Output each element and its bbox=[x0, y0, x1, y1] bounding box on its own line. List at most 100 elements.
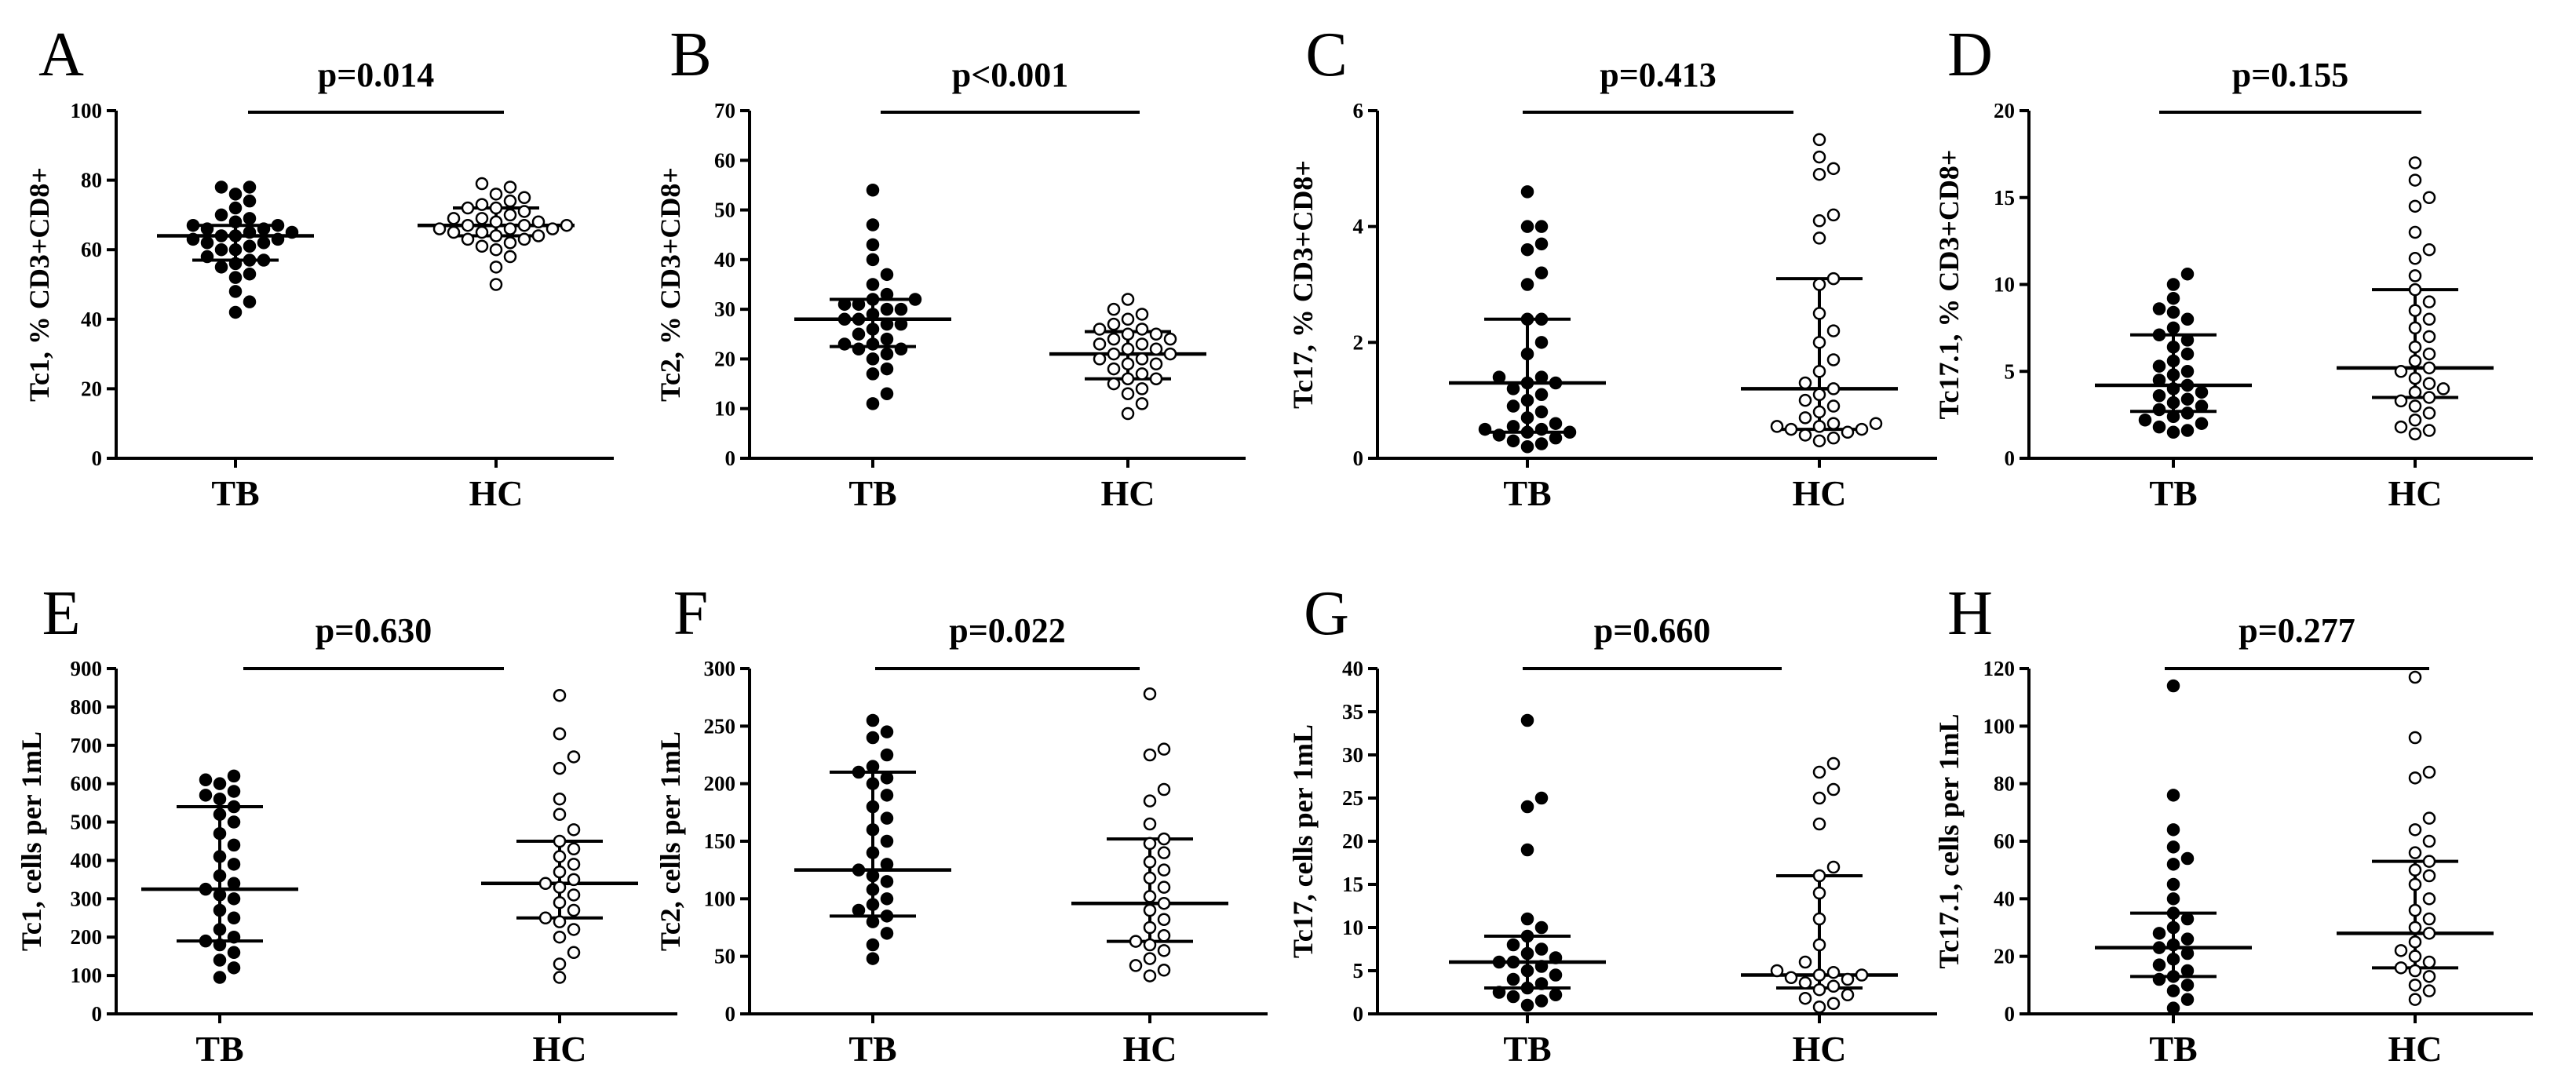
data-point bbox=[880, 362, 894, 376]
y-axis-title: Tc1, cells per 1mL bbox=[16, 731, 47, 951]
x-category-label: TB bbox=[1503, 473, 1551, 513]
data-point bbox=[567, 946, 581, 960]
data-point bbox=[894, 342, 908, 356]
data-point bbox=[2408, 252, 2422, 265]
data-point bbox=[2408, 225, 2422, 239]
data-point bbox=[1534, 422, 1549, 436]
y-tick-label: 120 bbox=[1983, 657, 2016, 680]
data-point bbox=[489, 215, 503, 229]
data-point bbox=[880, 317, 894, 331]
data-point bbox=[1143, 817, 1157, 831]
y-tick-label: 250 bbox=[704, 714, 736, 738]
data-point bbox=[866, 218, 880, 231]
group-tb bbox=[794, 184, 951, 410]
data-point bbox=[2152, 972, 2166, 986]
data-point bbox=[213, 850, 227, 863]
data-point bbox=[560, 218, 574, 232]
data-point bbox=[1826, 353, 1841, 366]
data-point bbox=[1520, 278, 1534, 291]
y-tick-label: 40 bbox=[1994, 887, 2015, 910]
data-point bbox=[213, 888, 227, 902]
data-point bbox=[228, 188, 243, 201]
data-point bbox=[2422, 970, 2436, 983]
data-point bbox=[1798, 428, 1812, 442]
data-point bbox=[1534, 370, 1549, 384]
data-point bbox=[1157, 964, 1171, 977]
y-tick-label: 200 bbox=[704, 772, 736, 796]
data-point bbox=[213, 777, 227, 790]
data-point bbox=[1826, 431, 1841, 445]
data-point bbox=[213, 903, 227, 917]
data-point bbox=[2408, 670, 2422, 684]
data-point bbox=[214, 229, 228, 242]
data-point bbox=[852, 297, 866, 312]
y-tick-label: 100 bbox=[71, 99, 103, 122]
data-point bbox=[1143, 855, 1157, 869]
data-point bbox=[214, 208, 228, 222]
x-category-label: TB bbox=[2149, 1029, 2197, 1069]
data-point bbox=[2152, 420, 2166, 434]
data-point bbox=[1478, 422, 1492, 436]
data-point bbox=[1520, 946, 1534, 961]
p-value-label: p<0.001 bbox=[952, 56, 1069, 94]
data-point bbox=[2138, 414, 2152, 427]
y-tick-label: 50 bbox=[714, 199, 735, 222]
data-point bbox=[1520, 912, 1534, 926]
data-point bbox=[866, 184, 880, 197]
y-tick-label: 40 bbox=[1342, 657, 1363, 680]
data-point bbox=[2422, 955, 2436, 969]
data-point bbox=[1812, 336, 1826, 349]
data-point bbox=[866, 323, 880, 336]
data-point bbox=[2166, 858, 2180, 871]
data-point bbox=[1093, 323, 1107, 336]
data-point bbox=[908, 293, 922, 306]
data-point bbox=[1520, 411, 1534, 425]
data-point bbox=[1812, 968, 1826, 982]
data-point bbox=[531, 229, 545, 242]
data-point bbox=[271, 218, 285, 232]
data-point bbox=[880, 332, 894, 346]
data-point bbox=[228, 257, 243, 271]
p-value-label: p=0.277 bbox=[2238, 611, 2355, 650]
data-point bbox=[199, 773, 213, 787]
x-category-label: HC bbox=[2388, 473, 2443, 513]
data-point bbox=[2180, 964, 2195, 978]
data-point bbox=[1855, 968, 1869, 982]
data-point bbox=[2408, 846, 2422, 859]
data-point bbox=[1093, 337, 1107, 351]
y-axis-title: Tc1, % CD3+CD8+ bbox=[24, 167, 55, 402]
data-point bbox=[2180, 312, 2195, 326]
data-point bbox=[1520, 713, 1534, 727]
data-point bbox=[866, 731, 880, 745]
data-point bbox=[243, 239, 257, 253]
data-point bbox=[2166, 340, 2180, 354]
data-point bbox=[214, 261, 228, 274]
data-point bbox=[2408, 371, 2422, 385]
x-category-label: HC bbox=[1123, 1029, 1177, 1069]
data-point bbox=[1143, 952, 1157, 965]
data-point bbox=[1855, 422, 1869, 436]
data-point bbox=[489, 242, 503, 257]
data-point bbox=[2180, 993, 2195, 1006]
group-hc bbox=[1741, 133, 1898, 448]
data-point bbox=[1135, 397, 1149, 410]
data-point bbox=[2195, 399, 2209, 413]
data-point bbox=[866, 952, 880, 965]
data-point bbox=[1121, 357, 1135, 371]
data-point bbox=[1135, 308, 1149, 321]
data-point bbox=[475, 225, 489, 239]
data-point bbox=[2394, 420, 2408, 434]
data-point bbox=[213, 938, 227, 952]
data-point bbox=[2408, 156, 2422, 170]
data-point bbox=[866, 898, 880, 911]
data-point bbox=[1812, 938, 1826, 952]
group-tb bbox=[1449, 713, 1606, 1012]
y-tick-label: 5 bbox=[2005, 359, 2016, 383]
data-point bbox=[1549, 417, 1563, 430]
data-point bbox=[553, 880, 567, 894]
y-tick-label: 0 bbox=[92, 447, 103, 470]
data-point bbox=[1107, 317, 1121, 331]
data-point bbox=[243, 253, 257, 267]
data-point bbox=[2166, 892, 2180, 906]
